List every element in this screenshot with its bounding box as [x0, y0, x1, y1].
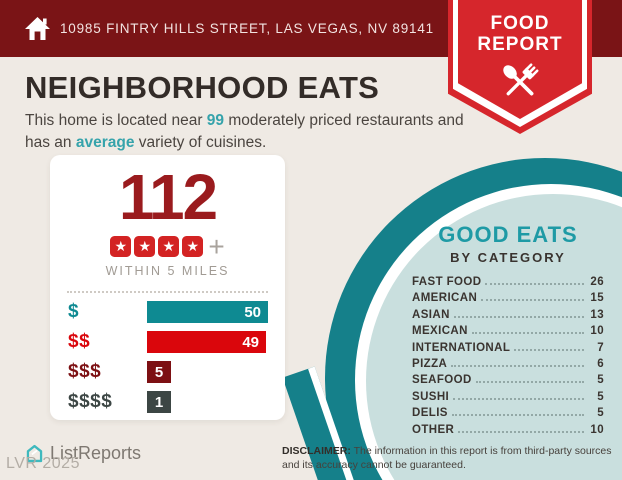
- ribbon-title-line2: REPORT: [477, 34, 563, 55]
- category-label: PIZZA: [412, 357, 448, 370]
- restaurant-total-count: 112: [118, 161, 218, 233]
- restaurant-summary-card: 112 ★ ★ ★ ★ + WITHIN 5 MILES $ 50 $$ 49 …: [50, 155, 285, 420]
- price-tier-row: $ 50: [68, 301, 285, 323]
- dotted-leader: [485, 283, 584, 285]
- category-row: AMERICAN 15: [412, 292, 604, 308]
- radius-caption: WITHIN 5 MILES: [105, 264, 230, 278]
- price-tier-label: $$$$: [68, 391, 113, 412]
- blurb-post: variety of cuisines.: [134, 134, 267, 152]
- category-label: SUSHI: [412, 390, 450, 403]
- category-value: 5: [597, 390, 604, 403]
- disclaimer-text: The information in this report is from t…: [282, 445, 612, 472]
- ribbon-title-line1: FOOD: [490, 13, 550, 34]
- dotted-leader: [453, 315, 584, 318]
- good-eats-panel: GOOD EATS BY CATEGORY FAST FOOD 26 AMERI…: [412, 222, 604, 440]
- category-value: 26: [590, 276, 604, 288]
- dotted-leader: [451, 364, 584, 367]
- dotted-divider: [67, 291, 268, 293]
- ribbon-title: FOOD REPORT: [448, 13, 592, 55]
- dotted-leader: [451, 414, 584, 417]
- category-label: INTERNATIONAL: [412, 341, 511, 354]
- category-label: FAST FOOD: [412, 276, 482, 288]
- price-tier-row: $$ 49: [68, 331, 285, 353]
- price-tier-label: $: [68, 301, 80, 322]
- listreports-wordmark: ListReports: [50, 443, 142, 463]
- star-rating: ★ ★ ★ ★ +: [50, 230, 285, 262]
- star-icon: ★: [134, 236, 156, 257]
- listreports-logo: ListReports: [24, 443, 141, 464]
- dotted-leader: [481, 299, 584, 302]
- star-icon: ★: [182, 236, 204, 257]
- price-tier-row: $$$$ 1: [68, 391, 285, 413]
- blurb-pre: This home is located near: [25, 112, 207, 129]
- price-bar-value: 5: [154, 363, 164, 381]
- watermark: LVR 2025: [6, 455, 80, 472]
- price-bar-value: 1: [154, 393, 164, 411]
- good-eats-subtitle: BY CATEGORY: [450, 250, 566, 265]
- food-report-badge: FOOD REPORT: [448, 0, 592, 134]
- dotted-leader: [475, 381, 584, 384]
- restaurant-count-accent: 99: [206, 112, 225, 129]
- category-value: 10: [590, 423, 604, 436]
- dotted-leader: [458, 430, 584, 433]
- category-value: 13: [590, 308, 604, 321]
- home-icon: [25, 17, 50, 40]
- dotted-leader: [514, 348, 584, 351]
- category-label: ASIAN: [412, 308, 450, 321]
- category-value: 10: [590, 325, 604, 338]
- disclaimer: DISCLAIMER: The information in this repo…: [282, 444, 616, 472]
- price-bar: 1: [147, 391, 171, 413]
- category-row: INTERNATIONAL 7: [412, 342, 604, 358]
- blurb-mid: moderately priced restaurants and has an: [25, 112, 464, 152]
- category-row: PIZZA 6: [412, 358, 604, 374]
- star-icon: ★: [110, 236, 132, 257]
- dotted-leader: [471, 332, 584, 335]
- crossed-utensils-icon: [503, 63, 539, 96]
- star-icon: ★: [158, 236, 180, 257]
- category-label: MEXICAN: [412, 325, 468, 338]
- category-value: 5: [597, 407, 604, 420]
- price-bar-value: 49: [242, 333, 259, 351]
- page-title: NEIGHBORHOOD EATS: [25, 70, 380, 105]
- category-value: 7: [597, 341, 604, 354]
- price-bar: 50: [147, 301, 268, 323]
- variety-accent: average: [75, 134, 135, 152]
- category-label: SEAFOOD: [412, 374, 472, 387]
- price-tier-label: $$: [68, 331, 91, 352]
- category-value: 6: [597, 357, 604, 370]
- category-row: MEXICAN 10: [412, 325, 604, 341]
- price-bar: 5: [147, 361, 171, 383]
- category-value: 5: [597, 374, 604, 387]
- good-eats-title: GOOD EATS: [438, 222, 578, 247]
- price-tier-row: $$$ 5: [68, 361, 285, 383]
- dotted-leader: [453, 397, 584, 400]
- category-row: SUSHI 5: [412, 391, 604, 407]
- category-row: DELIS 5: [412, 407, 604, 423]
- category-row: SEAFOOD 5: [412, 374, 604, 390]
- price-bar: 49: [147, 331, 266, 353]
- property-address: 10985 FINTRY HILLS STREET, LAS VEGAS, NV…: [60, 21, 434, 36]
- category-value: 15: [590, 292, 604, 305]
- plus-sign: +: [208, 230, 225, 262]
- disclaimer-label: DISCLAIMER:: [282, 445, 351, 457]
- summary-blurb: This home is located near 99 moderately …: [25, 110, 465, 155]
- category-row: ASIAN 13: [412, 309, 604, 325]
- price-bar-value: 50: [244, 303, 261, 321]
- category-row: FAST FOOD 26: [412, 276, 604, 292]
- category-label: OTHER: [412, 423, 455, 436]
- category-label: AMERICAN: [412, 292, 478, 305]
- price-chart: $ 50 $$ 49 $$$ 5 $$$$ 1: [50, 301, 285, 413]
- stars-holder: ★ ★ ★ ★: [110, 236, 204, 257]
- category-list: FAST FOOD 26 AMERICAN 15 ASIAN 13 MEXICA…: [412, 276, 604, 440]
- price-tier-label: $$$: [68, 361, 102, 382]
- listreports-house-icon: [26, 444, 43, 463]
- category-label: DELIS: [412, 407, 448, 420]
- category-row: OTHER 10: [412, 424, 604, 440]
